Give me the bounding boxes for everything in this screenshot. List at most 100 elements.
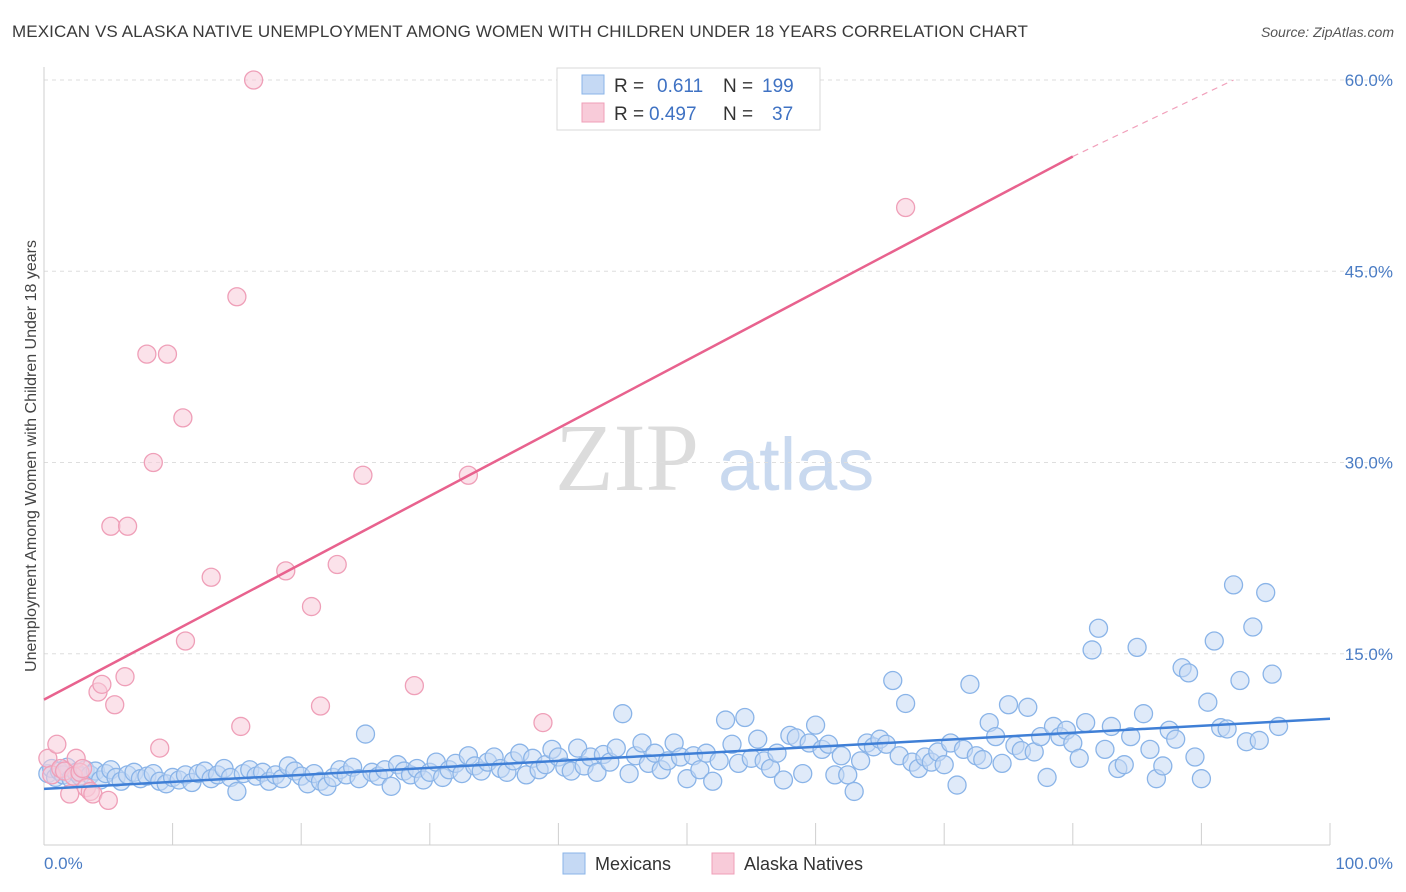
mexicans-point	[587, 762, 607, 782]
chart-title: MEXICAN VS ALASKA NATIVE UNEMPLOYMENT AM…	[12, 22, 1028, 41]
legend-swatch-alaska-natives	[581, 102, 605, 123]
mexicans-point	[934, 755, 954, 775]
mexicans-point	[722, 734, 742, 754]
alaska-natives-point	[231, 716, 251, 737]
alaska-natives-trend-line-extension	[1072, 79, 1234, 158]
alaska-natives-point	[175, 631, 196, 651]
y-tick-label: 30.0%	[1345, 454, 1393, 473]
alaska-natives-point	[327, 554, 347, 575]
mexicans-point	[1191, 769, 1212, 789]
alaska-natives-point	[105, 695, 125, 715]
alaska-natives-point	[895, 197, 916, 218]
alaska-natives-point	[173, 408, 193, 428]
alaska-natives-point	[310, 696, 331, 716]
x-tick-labels: 0.0% 100.0%	[44, 854, 1393, 873]
mexicans-point	[818, 734, 839, 754]
mexicans-point	[709, 751, 729, 771]
mexicans-point	[793, 763, 813, 784]
mexicans-point	[1037, 767, 1057, 788]
mexicans-point	[606, 738, 626, 758]
alaska-natives-point	[404, 675, 425, 696]
mexicans-point	[1166, 729, 1186, 749]
legend-r-label-1: R =	[614, 76, 644, 97]
mexicans-point	[1217, 719, 1237, 739]
mexicans-point	[1114, 755, 1134, 775]
mexicans-point	[1069, 748, 1089, 768]
watermark-atlas: atlas	[718, 423, 874, 506]
mexicans-point	[973, 749, 993, 770]
alaska-natives-point	[227, 287, 247, 307]
alaska-natives-points	[38, 70, 916, 811]
mexicans-point	[1262, 664, 1282, 684]
bottom-legend-mexicans: Mexicans	[595, 854, 671, 874]
legend-r-value-2: 0.497	[649, 104, 697, 125]
legend-swatch-mexicans	[581, 74, 605, 95]
mexicans-point	[613, 704, 633, 724]
mexicans-point	[1223, 575, 1244, 595]
mexicans-point	[632, 733, 652, 753]
mexicans-point	[703, 771, 723, 791]
watermark-zip: ZIP	[555, 404, 699, 511]
mexicans-point	[355, 724, 376, 744]
mexicans-point	[1185, 747, 1205, 767]
alaska-natives-point	[101, 516, 121, 536]
mexicans-point	[805, 715, 826, 735]
mexicans-point	[773, 770, 794, 790]
mexicans-point	[227, 781, 247, 802]
gridlines	[44, 79, 1394, 655]
legend-n-label-1: N =	[723, 76, 753, 97]
mexicans-point	[748, 729, 768, 749]
mexicans-point	[1095, 739, 1115, 760]
alaska-natives-point	[115, 667, 135, 687]
mexicans-point	[998, 695, 1019, 715]
mexicans-point	[619, 763, 639, 784]
mexicans-point	[735, 707, 755, 728]
alaska-natives-point	[47, 734, 67, 754]
legend-n-value-2: 37	[772, 104, 793, 125]
mexicans-point	[1101, 716, 1122, 737]
axes	[43, 67, 1331, 846]
x-tick-label-max: 100.0%	[1335, 854, 1393, 873]
legend-n-label-2: N =	[723, 104, 753, 125]
mexicans-point	[1133, 704, 1154, 724]
mexicans-point	[1127, 637, 1147, 658]
alaska-natives-point	[157, 344, 178, 364]
mexicans-point	[1243, 617, 1263, 637]
alaska-natives-point	[301, 596, 322, 617]
mexicans-point	[850, 751, 871, 771]
mexicans-point	[1076, 712, 1096, 733]
mexicans-point	[883, 670, 903, 691]
mexicans-point	[960, 674, 980, 694]
alaska-natives-point	[72, 758, 93, 779]
mexicans-point	[1204, 631, 1224, 651]
x-tick-label-min: 0.0%	[44, 854, 83, 873]
mexicans-point	[1121, 726, 1141, 747]
alaska-natives-point	[98, 790, 118, 811]
alaska-natives-point	[201, 567, 221, 587]
mexicans-point	[715, 710, 736, 730]
y-tick-labels: 15.0% 30.0% 45.0% 60.0%	[1345, 71, 1393, 664]
legend-r-label-2: R =	[614, 104, 644, 125]
mexicans-point	[1082, 640, 1102, 660]
mexicans-point	[1031, 726, 1051, 747]
watermark: ZIP atlas	[555, 404, 874, 511]
mexicans-point	[838, 765, 858, 785]
mexicans-point	[381, 776, 401, 796]
correlation-legend: R = 0.611 N = 199 R = 0.497 N = 37	[556, 67, 821, 131]
alaska-natives-trend-line	[43, 155, 1074, 701]
alaska-natives-point	[353, 465, 373, 485]
mexicans-point	[690, 760, 710, 780]
source-label: Source: ZipAtlas.com	[1260, 24, 1394, 40]
mexicans-trend-line	[43, 717, 1331, 791]
mexicans-point	[895, 693, 916, 714]
mexicans-point	[767, 743, 787, 763]
mexicans-point	[1088, 618, 1109, 638]
mexicans-point	[831, 746, 851, 766]
bottom-legend-alaska-natives: Alaska Natives	[744, 854, 863, 874]
y-axis-label: Unemployment Among Women with Children U…	[23, 240, 40, 672]
mexicans-point	[992, 753, 1012, 774]
alaska-natives-point	[243, 70, 264, 90]
alaska-natives-point	[137, 344, 157, 364]
mexicans-point	[1198, 692, 1218, 712]
